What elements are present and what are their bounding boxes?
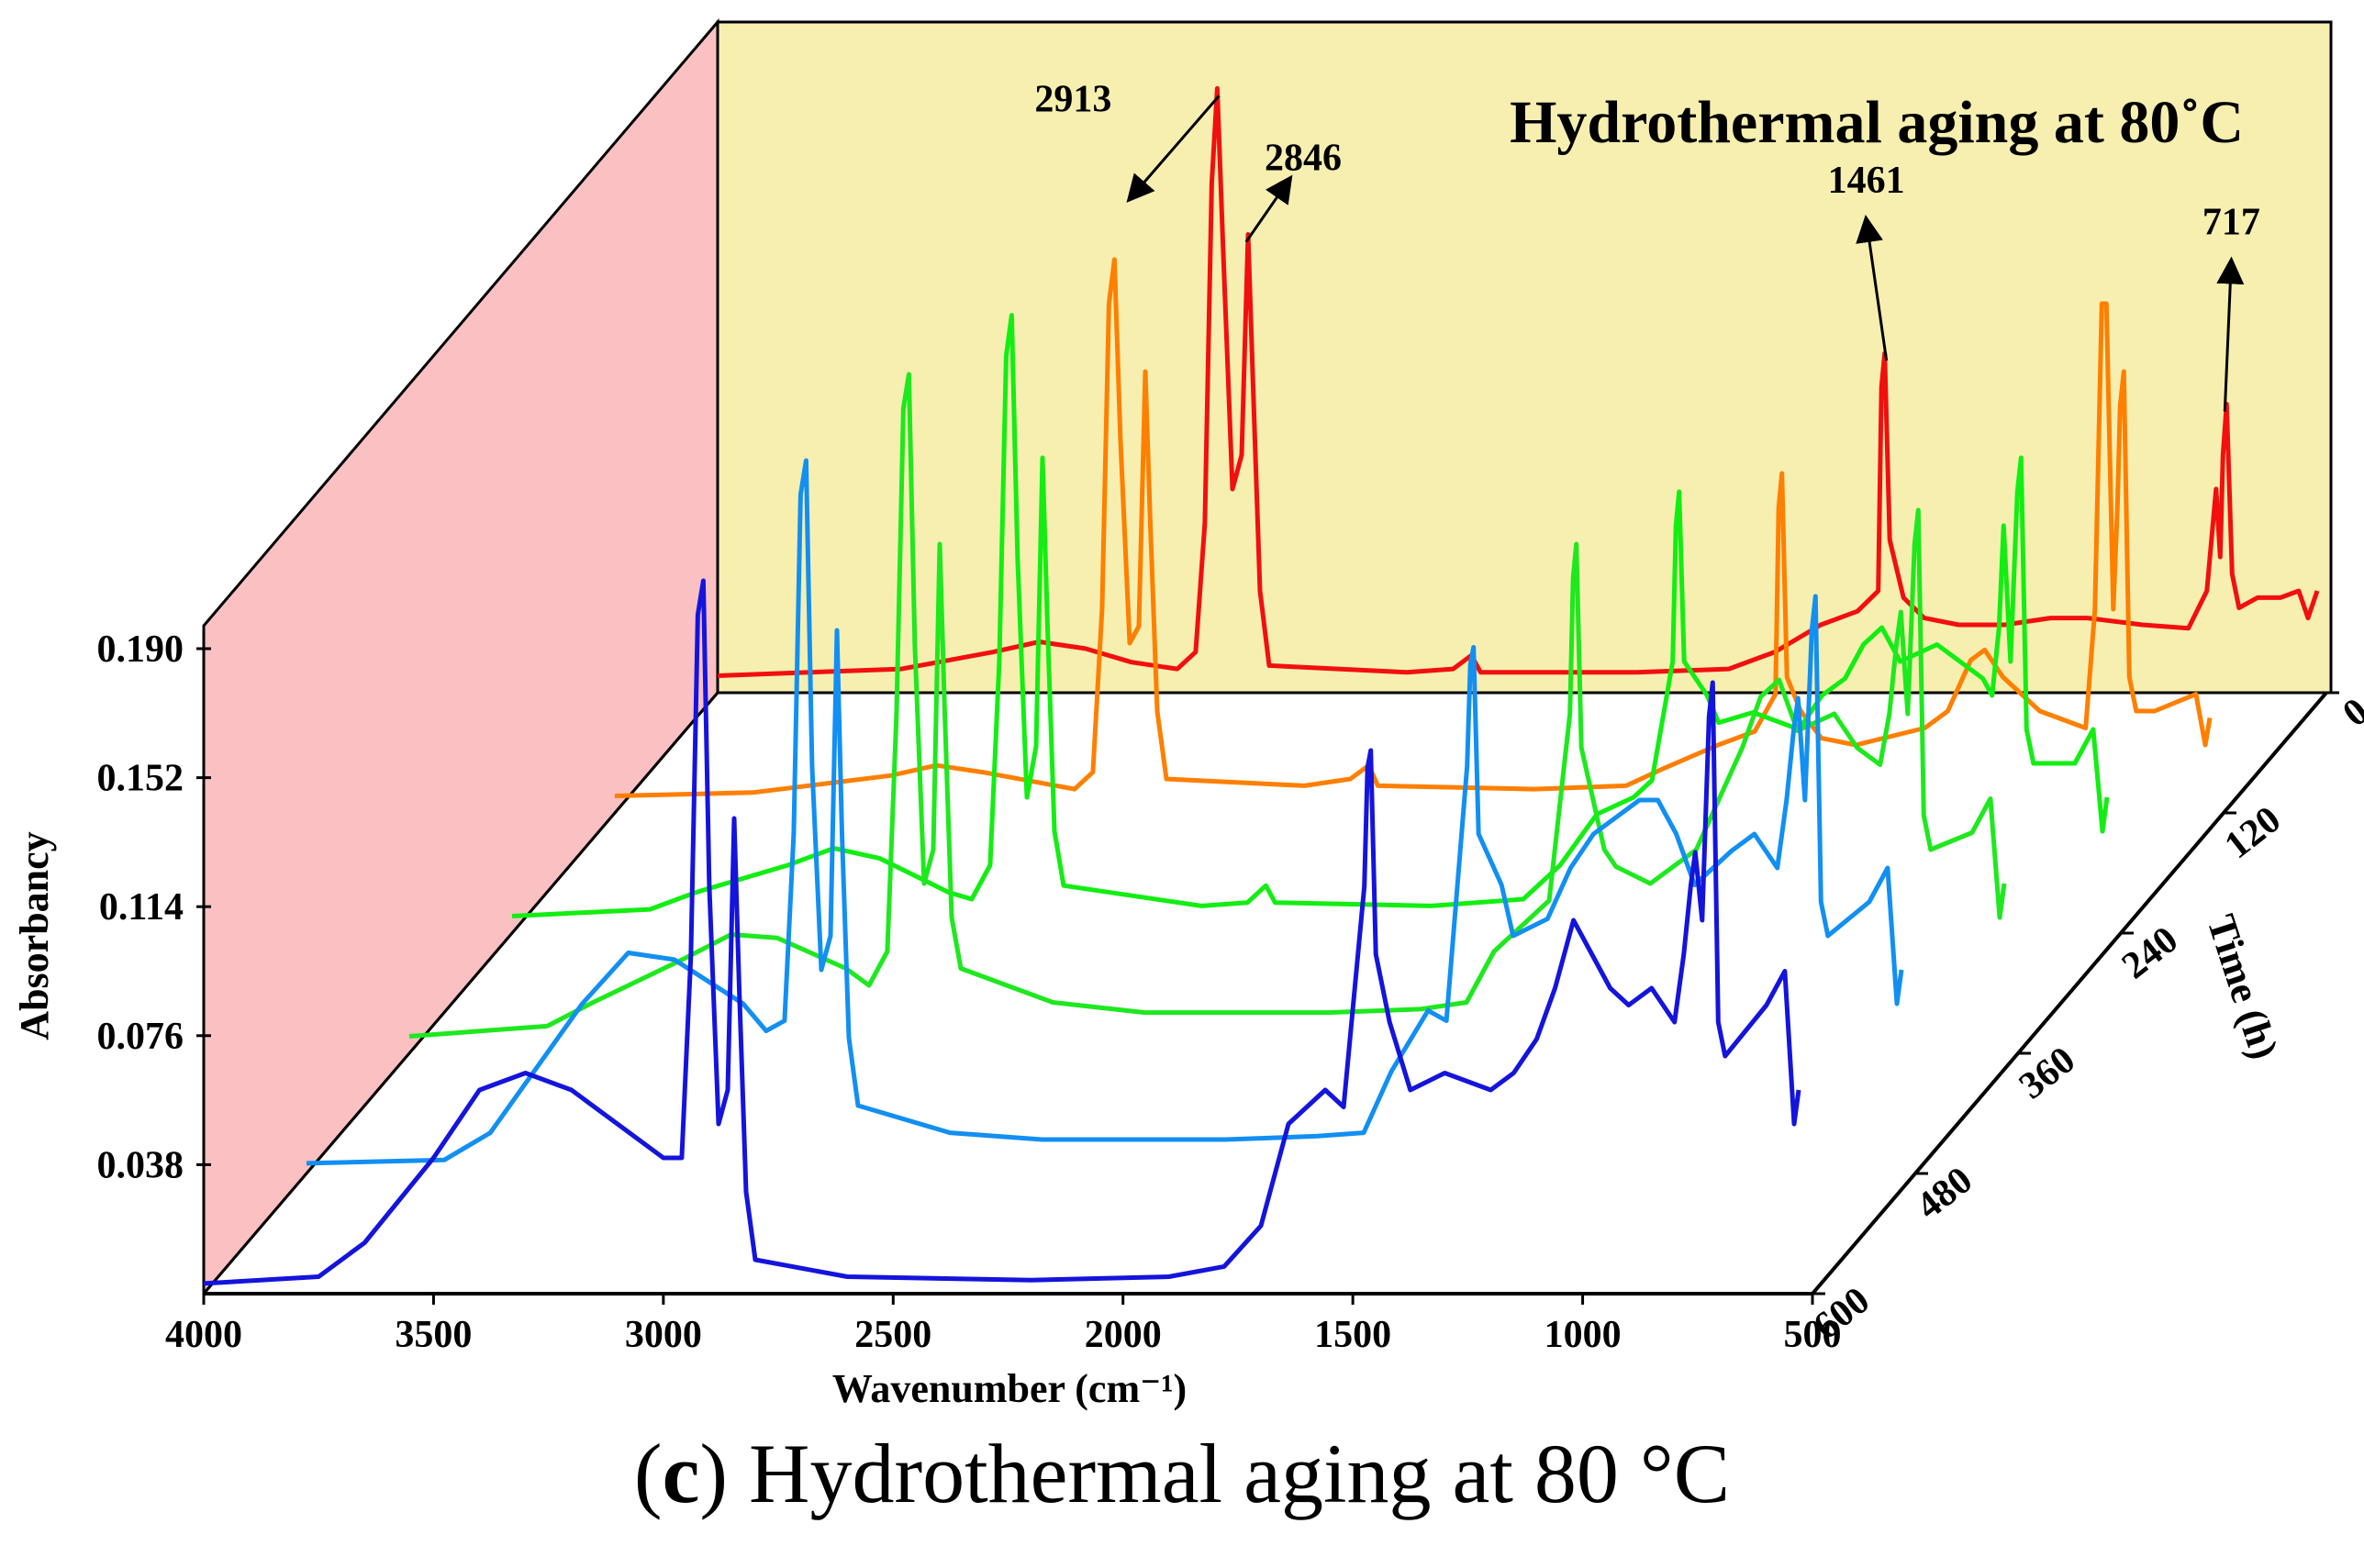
- y-tick-label: 0.076: [97, 1016, 184, 1058]
- caption-letter: c: [662, 1427, 700, 1520]
- x-tick-label: 2500: [854, 1314, 931, 1356]
- caption-text: Hydrothermal aging at 80 °C: [749, 1427, 1731, 1520]
- x-tick-label: 3500: [395, 1314, 472, 1356]
- y-tick-label: 0.152: [97, 758, 184, 800]
- annotation-arrow: [2216, 256, 2245, 412]
- series-line-600-h: [203, 578, 1801, 1286]
- y-axis-title: Absorbancy: [12, 831, 57, 1040]
- x-axis-title: Wavenumber (cm⁻¹): [832, 1366, 1187, 1411]
- series-line-240-h: [511, 313, 2110, 918]
- y-tick-label: 0.114: [99, 886, 184, 929]
- series-line-480-h: [306, 458, 1904, 1166]
- x-tick-label: 3000: [625, 1314, 702, 1356]
- figure-caption: (c) Hydrothermal aging at 80 °C: [633, 1427, 1731, 1520]
- series-line-360-h: [408, 372, 2007, 1039]
- annotation-arrow: [1126, 95, 1221, 203]
- x-tick-label: 1000: [1544, 1314, 1622, 1356]
- z-axis-title: Time (h): [2199, 909, 2288, 1064]
- annotation-label: 717: [2202, 202, 2260, 244]
- series-line-120-h: [614, 257, 2213, 798]
- annotation-arrow: [1244, 174, 1293, 243]
- x-tick-label: 500: [1784, 1314, 1842, 1356]
- x-tick-label: 4000: [165, 1314, 242, 1356]
- x-tick-label: 1500: [1314, 1314, 1391, 1356]
- annotation-label: 2846: [1265, 138, 1342, 180]
- floor-left-edge: [202, 692, 719, 1295]
- y-tick-label: 0.038: [97, 1144, 184, 1186]
- side-wall: [202, 17, 719, 1298]
- annotation-label: 2913: [1034, 78, 1111, 120]
- y-axis-ticks: 0.038 0.076 0.114 0.152 0.190: [97, 628, 211, 1186]
- annotation-arrow: [1856, 215, 1889, 361]
- chart-title: Hydrothermal aging at 80˚C: [1510, 89, 2244, 156]
- spectra-series: [203, 85, 2320, 1286]
- z-tick-label: 0: [2336, 690, 2364, 735]
- z-axis: [1811, 691, 2328, 1296]
- x-tick-label: 2000: [1085, 1314, 1162, 1356]
- series-line-0-h: [717, 85, 2320, 678]
- x-axis-ticks: 4000 3500 3000 2500 2000 1500 1000 500: [165, 1294, 1842, 1356]
- peak-annotations: 2913 2846 1461 717: [1034, 78, 2260, 412]
- y-tick-label: 0.190: [97, 628, 184, 671]
- annotation-label: 1461: [1828, 160, 1905, 202]
